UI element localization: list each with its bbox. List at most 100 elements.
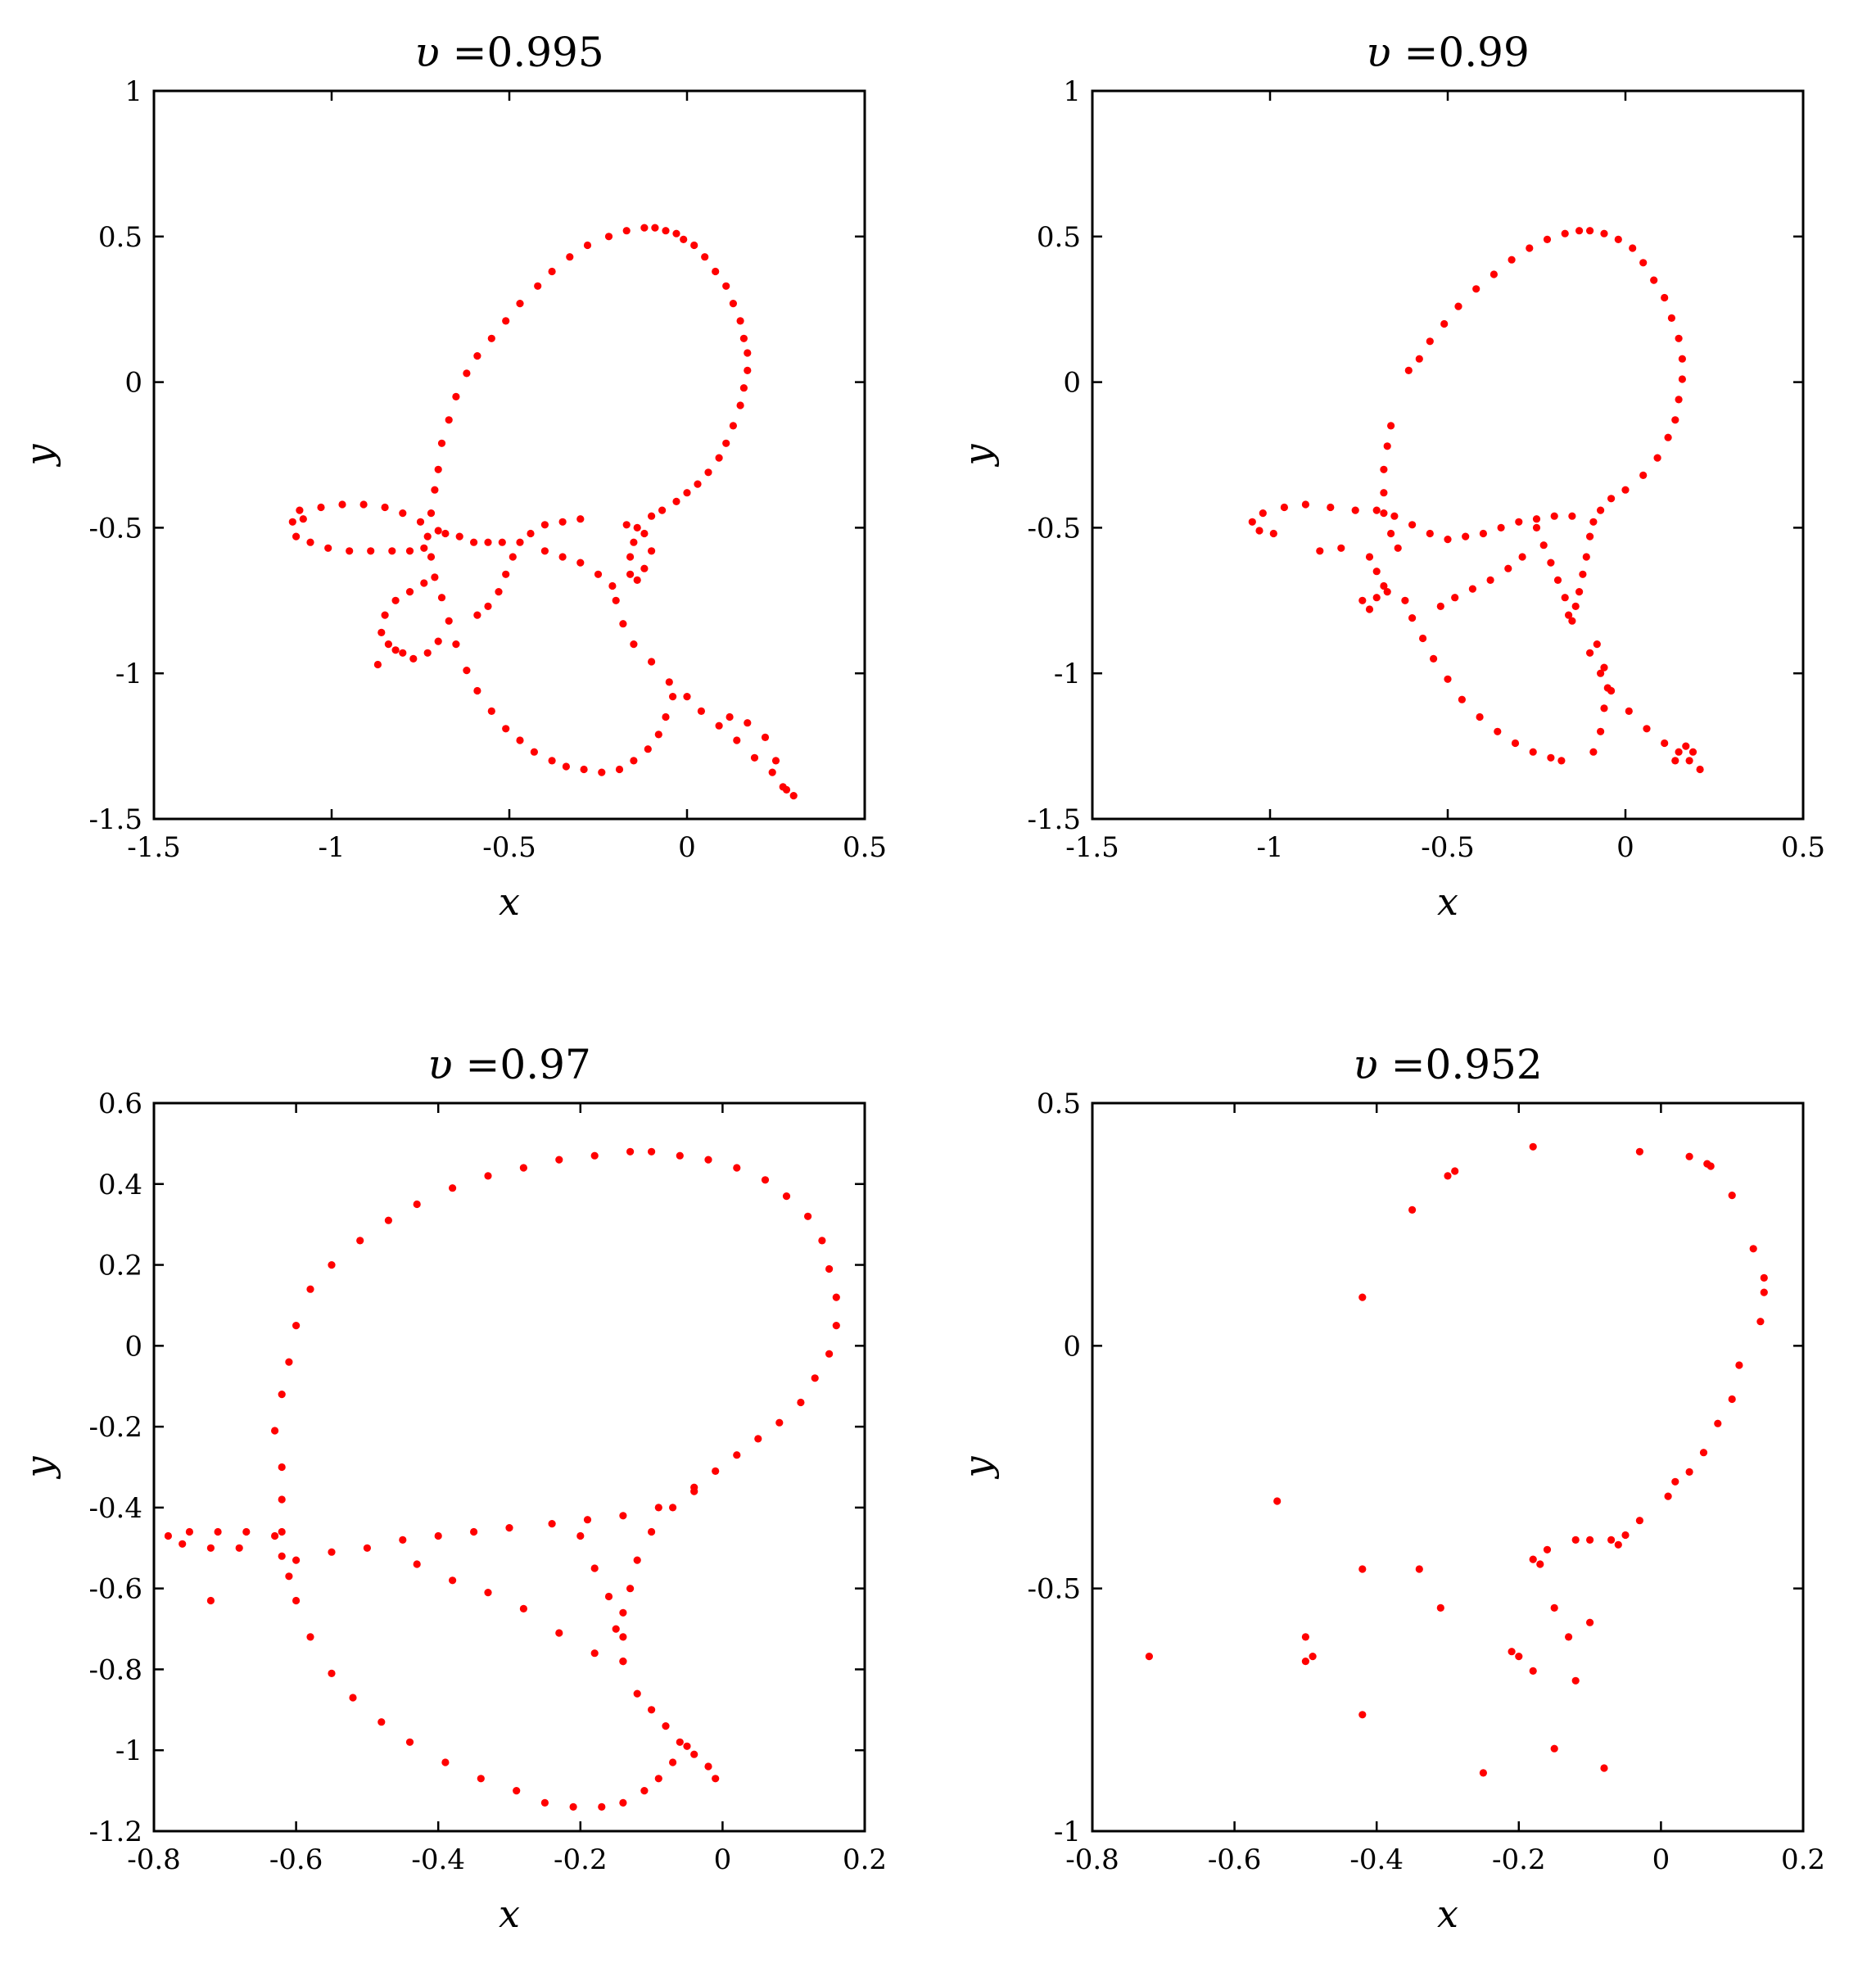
scatter-point — [473, 686, 481, 695]
scatter-point — [1451, 594, 1459, 602]
scatter-point — [373, 660, 382, 669]
scatter-point — [1749, 1245, 1757, 1253]
scatter-point — [630, 640, 638, 649]
scatter-point — [423, 532, 432, 541]
scatter-point — [1515, 1653, 1523, 1661]
scatter-point — [619, 1658, 627, 1666]
scatter-point — [1550, 1744, 1558, 1753]
y-tick-label: 1 — [124, 75, 142, 108]
scatter-point — [832, 1293, 840, 1301]
scatter-point — [1529, 1142, 1537, 1151]
scatter-point — [413, 1560, 421, 1568]
title-value: =0.952 — [1391, 1041, 1543, 1088]
scatter-point — [1682, 742, 1690, 750]
scatter-point — [292, 1556, 301, 1564]
scatter-point — [722, 439, 730, 447]
scatter-point — [437, 594, 446, 602]
scatter-point — [1678, 355, 1686, 363]
scatter-point — [377, 1718, 386, 1726]
x-tick-label: -0.5 — [1421, 831, 1475, 864]
scatter-point — [1380, 465, 1388, 473]
scatter-point — [1309, 1653, 1317, 1661]
scatter-point — [516, 736, 524, 744]
scatter-point — [1621, 1531, 1630, 1540]
scatter-point — [548, 757, 556, 765]
scatter-point — [1671, 416, 1679, 424]
scatter-point — [1472, 285, 1480, 293]
scatter-point — [278, 1391, 286, 1399]
scatter-point — [405, 547, 414, 555]
scatter-point — [1518, 553, 1526, 561]
scatter-point — [1489, 270, 1498, 278]
scatter-point — [1458, 695, 1466, 703]
scatter-point — [654, 1775, 662, 1783]
scatter-point — [1550, 1603, 1558, 1612]
scatter-point — [779, 783, 787, 791]
scatter-point — [1664, 433, 1672, 441]
scatter-point — [648, 512, 656, 520]
scatter-point — [324, 544, 332, 552]
scatter-point — [825, 1350, 834, 1358]
scatter-point — [622, 521, 631, 529]
scatter-point — [651, 224, 659, 232]
scatter-point — [1675, 396, 1683, 404]
scatter-point — [1426, 337, 1434, 346]
scatter-point — [505, 1524, 513, 1532]
scatter-point — [1639, 259, 1648, 267]
x-tick-label: -1.5 — [1065, 831, 1119, 864]
scatter-point — [619, 1798, 627, 1807]
scatter-point — [630, 757, 638, 765]
scatter-point — [690, 241, 698, 250]
scatter-point — [712, 1775, 720, 1783]
scatter-point — [487, 707, 495, 716]
y-tick-label: -0.5 — [1027, 1573, 1081, 1606]
scatter-point — [434, 1531, 442, 1540]
scatter-point — [399, 509, 407, 518]
scatter-point — [381, 611, 389, 619]
scatter-point — [1561, 229, 1569, 237]
scatter-point — [317, 503, 325, 512]
scatter-point — [441, 529, 450, 538]
subplot-title: υ =0.995 — [414, 29, 603, 76]
scatter-point — [722, 282, 730, 290]
y-tick-label: -1 — [1054, 658, 1081, 690]
x-tick-label: 0 — [1652, 1843, 1670, 1876]
scatter-point — [328, 1261, 336, 1269]
scatter-point — [1543, 235, 1552, 243]
scatter-point — [1728, 1192, 1736, 1200]
scatter-point — [441, 1758, 450, 1766]
scatter-point — [690, 1750, 698, 1758]
scatter-point — [206, 1596, 215, 1605]
scatter-point — [690, 1487, 698, 1495]
plot-area-frame — [1091, 1101, 1805, 1833]
title-symbol: υ — [1353, 1041, 1390, 1088]
scatter-point — [1582, 553, 1590, 561]
scatter-point — [1515, 518, 1523, 526]
title-symbol: υ — [427, 1041, 465, 1088]
subplot-1: -1.5 -1 -0.5 0 0.5 -1.5 -1 -0.5 0 0.5 1 x y υ =0.99 — [956, 29, 1825, 924]
scatter-point — [1547, 559, 1555, 567]
scatter-point — [733, 736, 741, 744]
scatter-point — [654, 730, 662, 739]
y-tick-label: 0 — [124, 1330, 142, 1363]
scatter-point — [1671, 1477, 1679, 1486]
y-tick-label: -1.2 — [88, 1816, 142, 1848]
plot-area-frame — [1091, 89, 1805, 821]
scatter-point — [1337, 544, 1345, 552]
scatter-point — [477, 1775, 485, 1783]
scatter-point — [669, 693, 677, 701]
scatter-point — [271, 1531, 279, 1540]
scatter-point — [1614, 1540, 1622, 1549]
scatter-point — [214, 1527, 222, 1536]
subplot-3: -0.8 -0.6 -0.4 -0.2 0 0.2 -1 -0.5 0 0.5 x y υ =0.952 — [956, 1041, 1825, 1936]
y-axis-label: y — [956, 444, 1000, 468]
scatter-point — [548, 1520, 556, 1528]
scatter-series — [1145, 1142, 1768, 1777]
scatter-point — [558, 553, 567, 561]
scatter-series — [164, 1147, 840, 1811]
scatter-point — [1586, 532, 1594, 541]
scatter-point — [1543, 1545, 1552, 1554]
x-tick-label: -0.8 — [127, 1843, 181, 1876]
scatter-point — [736, 317, 744, 325]
y-tick-label: -1 — [115, 658, 142, 690]
